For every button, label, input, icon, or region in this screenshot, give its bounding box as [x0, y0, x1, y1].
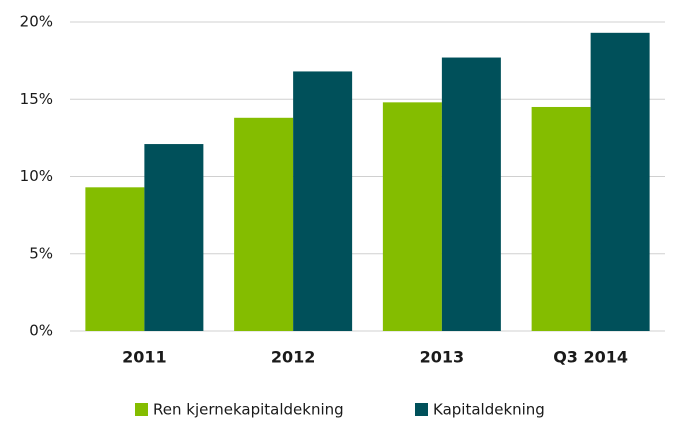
- x-tick-label: 2011: [122, 348, 167, 367]
- y-tick-label: 0%: [29, 322, 53, 340]
- bar: [85, 187, 145, 331]
- x-tick-label: Q3 2014: [553, 348, 628, 367]
- bar: [590, 32, 650, 331]
- legend-label: Kapitaldekning: [433, 401, 545, 419]
- y-tick-label: 5%: [29, 244, 53, 262]
- y-tick-label: 15%: [20, 90, 53, 108]
- legend-swatch: [135, 403, 148, 416]
- bar: [144, 144, 204, 331]
- y-tick-label: 20%: [20, 13, 53, 31]
- bar: [531, 106, 591, 331]
- bar: [441, 57, 501, 331]
- bar: [382, 102, 442, 331]
- legend-swatch: [415, 403, 428, 416]
- x-tick-label: 2012: [271, 348, 316, 367]
- bar: [293, 71, 353, 331]
- legend-label: Ren kjernekapitaldekning: [153, 401, 344, 419]
- x-tick-label: 2013: [420, 348, 465, 367]
- bar: [234, 117, 294, 331]
- y-tick-label: 10%: [20, 167, 53, 185]
